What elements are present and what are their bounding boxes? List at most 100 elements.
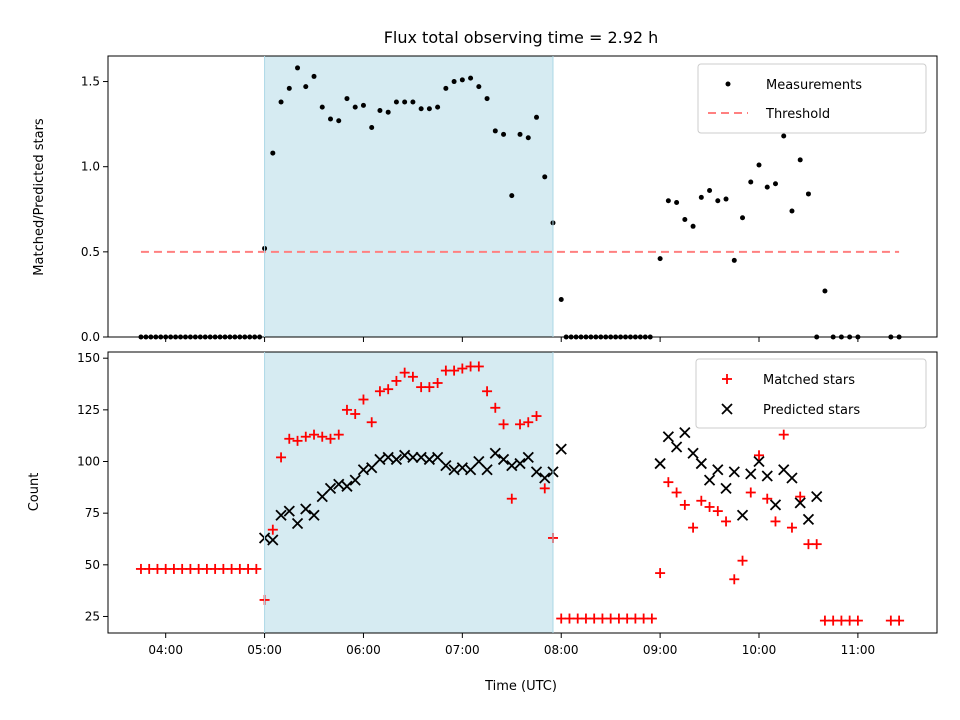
measurement-point [797, 157, 803, 163]
top-shaded-region [264, 56, 553, 337]
measurement-point [270, 150, 276, 156]
predicted-star-point [720, 482, 732, 495]
matched-star-point [704, 501, 715, 512]
measurement-point [542, 174, 548, 180]
measurement-point [509, 193, 515, 199]
matched-star-point [894, 615, 905, 626]
matched-star-point [754, 450, 765, 461]
measurement-point [517, 131, 523, 137]
measurement-point [286, 85, 292, 91]
measurement-point [410, 99, 416, 105]
measurement-point [476, 84, 482, 90]
predicted-star-point [407, 451, 419, 464]
matched-star-point [292, 435, 303, 446]
bottom-panel: 04:00 05:00 06:00 07:00 08:00 09:00 10:00 11:00… [27, 351, 938, 694]
measurement-point [352, 104, 358, 110]
legend-predicted-label: Predicted stars [763, 403, 860, 418]
predicted-star-point [481, 464, 493, 476]
measurement-point [682, 216, 688, 222]
predicted-star-point [415, 451, 427, 464]
measurement-point [377, 107, 383, 113]
predicted-star-point [423, 453, 436, 466]
y-tick-label: 0.5 [81, 245, 100, 259]
predicted-star-point [745, 468, 757, 480]
y-tick-label: 1.0 [81, 160, 100, 174]
predicted-star-point [349, 474, 361, 486]
measurement-point [715, 198, 721, 204]
predicted-star-point [712, 464, 724, 476]
predicted-star-point [300, 503, 312, 515]
matched-star-point [350, 408, 361, 419]
x-tick-label: 09:00 [643, 643, 678, 657]
matched-star-points [135, 361, 905, 626]
top-legend: Measurements Threshold [697, 63, 927, 134]
predicted-star-point [341, 480, 353, 492]
predicted-star-point [753, 455, 765, 468]
predicted-star-point [514, 457, 526, 470]
matched-star-point [407, 371, 418, 382]
measurement-point [707, 188, 713, 194]
measurement-point [805, 191, 811, 197]
top-plot-frame [107, 55, 938, 338]
matched-star-point [490, 402, 501, 413]
measurement-point [822, 288, 828, 294]
matched-star-point [498, 419, 509, 430]
measurement-point [484, 96, 490, 102]
matched-star-point [399, 367, 410, 378]
top-legend-box [697, 63, 927, 134]
measurement-point [327, 116, 333, 122]
matched-star-point [729, 574, 740, 585]
predicted-star-point [695, 457, 707, 470]
matched-star-point [300, 431, 311, 442]
predicted-star-point [374, 453, 386, 466]
matched-star-point [309, 429, 320, 440]
predicted-star-point [275, 509, 287, 521]
matched-star-point [449, 365, 460, 376]
matched-star-point [770, 516, 781, 527]
predicted-star-point [679, 426, 691, 439]
matched-star-point [737, 555, 748, 566]
predicted-star-point [654, 457, 666, 470]
matched-star-point [712, 506, 723, 517]
predicted-star-point [703, 474, 716, 486]
matched-star-point [786, 522, 797, 533]
matched-star-point [523, 417, 534, 428]
measurement-point [435, 104, 441, 110]
x-tick-label: 04:00 [148, 643, 183, 657]
matched-star-point [506, 493, 517, 504]
measurement-point [468, 75, 474, 81]
matched-star-point [852, 615, 863, 626]
predicted-star-point [670, 441, 683, 453]
predicted-star-point [506, 460, 518, 472]
predicted-star-point [687, 447, 699, 459]
predicted-star-point [489, 447, 501, 459]
matched-star-point [333, 429, 344, 440]
matched-star-point [679, 499, 690, 510]
measurement-point [501, 131, 507, 137]
measurement-point [319, 104, 325, 110]
legend-measurements-marker [725, 81, 731, 87]
bottom-legend-box [695, 358, 927, 429]
predicted-star-point [662, 431, 674, 443]
measurement-point [756, 162, 762, 168]
matched-star-point [383, 384, 394, 395]
measurement-point [360, 102, 366, 108]
measurement-point [311, 73, 317, 79]
predicted-star-point [390, 453, 403, 466]
bottom-plot-frame [107, 351, 938, 634]
predicted-star-point [539, 472, 551, 484]
legend-predicted-glyph [721, 403, 733, 415]
bottom-axis-ticks: 04:00 05:00 06:00 07:00 08:00 09:00 10:00 11:00… [77, 351, 875, 657]
y-tick-label: 50 [85, 558, 100, 572]
matched-star-point [432, 377, 443, 388]
matched-star-point [745, 487, 756, 498]
measurement-point [344, 96, 350, 102]
measurement-point [459, 77, 465, 83]
top-axis-ticks: 0.0 0.5 1.0 1.5 [81, 75, 859, 344]
matched-star-point [762, 493, 773, 504]
matched-star-point [251, 563, 262, 574]
measurement-point [690, 223, 696, 229]
y-tick-label: 25 [85, 609, 100, 623]
measurement-point [451, 79, 457, 85]
